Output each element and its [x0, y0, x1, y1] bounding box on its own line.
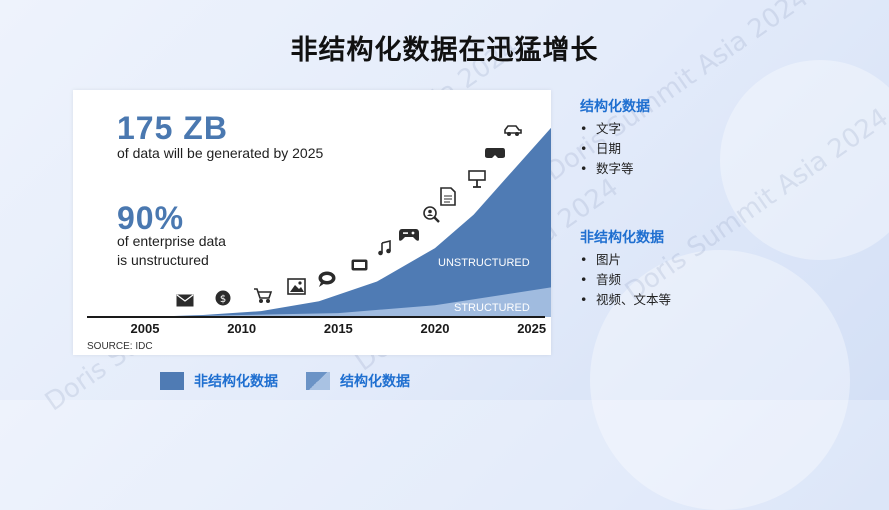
page-title: 非结构化数据在迅猛增长	[290, 35, 599, 66]
music-icon	[378, 239, 391, 256]
side-item: 数字等	[580, 159, 870, 179]
side-item: 日期	[580, 139, 870, 159]
search-person-icon	[423, 206, 440, 223]
side-panel-unstructured: 非结构化数据 图片 音频 视频、文本等	[580, 227, 870, 310]
side-item: 图片	[580, 250, 870, 270]
sign-icon	[468, 170, 486, 188]
mail-icon	[176, 294, 194, 307]
image-icon	[287, 278, 306, 295]
side-item: 文字	[580, 119, 870, 139]
side-item: 音频	[580, 270, 870, 290]
legend-label-unstructured: 非结构化数据	[194, 374, 278, 390]
stat-90-caption-line2: is unstructured	[117, 252, 209, 268]
svg-text:$: $	[220, 294, 226, 305]
document-icon	[440, 187, 456, 206]
area-unstructured	[145, 127, 551, 318]
x-tick-label: 2005	[131, 321, 160, 336]
vr-headset-icon	[485, 148, 505, 158]
x-tick-label: 2010	[227, 321, 256, 336]
side-heading-unstructured: 非结构化数据	[580, 230, 664, 246]
gamepad-icon	[399, 229, 419, 241]
cart-icon	[254, 288, 273, 303]
coin-icon: $	[215, 290, 231, 306]
region-label-structured: STRUCTURED	[454, 302, 530, 314]
infographic-card: 2005 2010 2015 2020 2025 UNSTRUCTURED STRUCTUR…	[73, 90, 551, 355]
legend-unstructured: 非结构化数据	[160, 370, 278, 392]
growth-area-chart: 2005 2010 2015 2020 2025 UNSTRUCTURED STRUCTUR…	[87, 125, 551, 336]
x-tick-label: 2020	[421, 321, 450, 336]
chat-icon	[318, 271, 336, 287]
side-item: 视频、文本等	[580, 290, 870, 310]
tablet-icon	[351, 259, 368, 271]
stat-90-percent: 90%	[117, 200, 185, 236]
legend-label-structured: 结构化数据	[340, 374, 410, 390]
car-icon	[504, 125, 522, 136]
source-note: SOURCE: IDC	[87, 341, 153, 352]
area-structured	[145, 287, 551, 317]
stat-175zb: 175 ZB	[117, 110, 228, 146]
legend-structured: 结构化数据	[306, 370, 410, 392]
x-tick-label: 2015	[324, 321, 353, 336]
region-label-unstructured: UNSTRUCTURED	[438, 257, 530, 269]
stat-90-caption-line1: of enterprise data	[117, 233, 226, 249]
legend-swatch-unstructured	[160, 372, 184, 390]
side-heading-structured: 结构化数据	[580, 99, 650, 115]
legend-swatch-structured	[306, 372, 330, 390]
x-tick-label: 2025	[517, 321, 546, 336]
side-panel-structured: 结构化数据 文字 日期 数字等	[580, 96, 870, 179]
stat-175zb-caption: of data will be generated by 2025	[117, 145, 324, 161]
